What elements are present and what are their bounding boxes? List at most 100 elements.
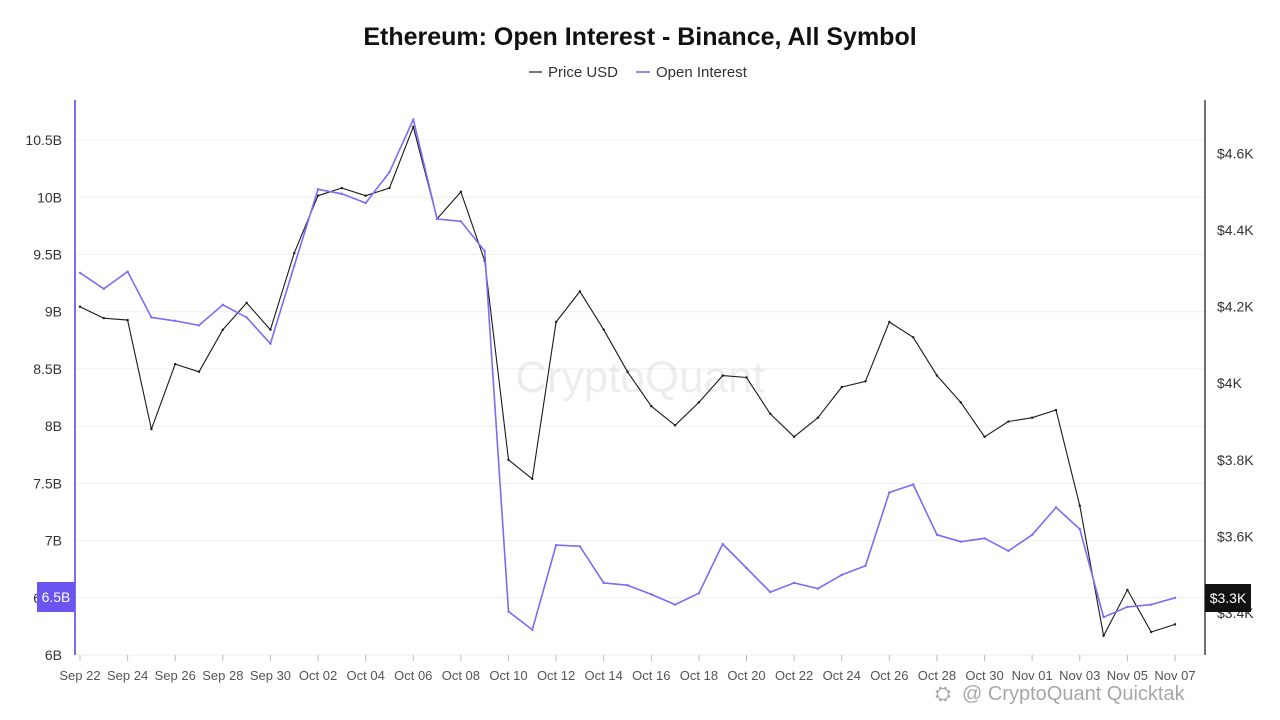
right-tick-label: $3.8K <box>1217 452 1254 468</box>
x-tick-label: Oct 02 <box>299 668 337 683</box>
data-point-open-interest <box>221 303 225 307</box>
data-point-open-interest <box>364 201 367 205</box>
data-point-price-usd <box>888 320 891 324</box>
x-tick-label: Oct 04 <box>347 668 385 683</box>
left-tick-label: 10B <box>37 189 62 205</box>
data-point-price-usd <box>174 362 177 366</box>
data-point-price-usd <box>245 301 248 305</box>
data-point-open-interest <box>316 188 320 191</box>
x-tick-label: Oct 24 <box>823 668 861 683</box>
data-point-open-interest <box>673 603 677 606</box>
data-point-open-interest <box>531 628 534 632</box>
data-point-price-usd <box>602 328 605 331</box>
left-value-badge: 6.5B <box>37 582 75 612</box>
data-point-open-interest <box>1149 603 1153 606</box>
data-point-price-usd <box>150 427 153 431</box>
data-point-open-interest <box>412 118 415 121</box>
data-point-open-interest <box>578 545 582 548</box>
x-tick-label: Sep 28 <box>202 668 243 683</box>
data-point-open-interest <box>1102 616 1105 619</box>
left-tick-label: 9.5B <box>33 246 62 262</box>
left-tick-label: 10.5B <box>25 132 62 148</box>
data-point-open-interest <box>721 542 724 546</box>
data-point-open-interest <box>1054 506 1058 509</box>
data-point-price-usd <box>1173 623 1177 626</box>
x-tick-label: Oct 08 <box>442 668 480 683</box>
right-axis-ticks: $4.6K$4.4K$4.2K$4K$3.8K$3.6K$3.4K <box>1217 146 1254 621</box>
data-point-price-usd <box>745 376 748 379</box>
data-point-open-interest <box>174 319 177 323</box>
x-tick-label: Oct 30 <box>965 668 1003 683</box>
right-tick-label: $4.2K <box>1217 299 1254 315</box>
data-point-open-interest <box>1126 605 1129 609</box>
data-point-price-usd <box>935 374 939 377</box>
x-tick-label: Oct 16 <box>632 668 670 683</box>
data-point-price-usd <box>816 416 820 419</box>
data-point-open-interest <box>197 324 201 327</box>
x-tick-label: Oct 14 <box>585 668 623 683</box>
data-point-open-interest <box>340 192 344 196</box>
x-tick-label: Nov 05 <box>1107 668 1148 683</box>
right-tick-label: $3.6K <box>1217 528 1254 544</box>
left-badge-text: 6.5B <box>42 589 71 605</box>
data-point-price-usd <box>340 186 344 190</box>
left-tick-label: 8B <box>45 418 62 434</box>
data-point-price-usd <box>459 190 463 194</box>
data-point-price-usd <box>197 370 201 373</box>
data-point-open-interest <box>864 564 867 567</box>
data-point-open-interest <box>1078 527 1081 531</box>
data-point-price-usd <box>1078 504 1081 507</box>
data-point-open-interest <box>650 593 653 596</box>
data-point-price-usd <box>864 380 867 383</box>
x-tick-label: Oct 22 <box>775 668 813 683</box>
data-point-open-interest <box>983 537 986 540</box>
left-tick-label: 9B <box>45 304 62 320</box>
x-tick-label: Oct 10 <box>489 668 527 683</box>
data-point-price-usd <box>126 318 129 322</box>
watermark: CryptoQuant <box>515 353 764 402</box>
x-tick-label: Nov 01 <box>1012 668 1053 683</box>
x-tick-label: Sep 24 <box>107 668 148 683</box>
data-point-price-usd <box>721 374 724 377</box>
data-point-open-interest <box>554 543 558 547</box>
data-point-price-usd <box>983 435 986 439</box>
data-point-price-usd <box>578 290 582 293</box>
data-point-price-usd <box>269 328 272 331</box>
data-point-open-interest <box>293 264 296 268</box>
data-point-price-usd <box>1102 634 1105 638</box>
data-point-open-interest <box>126 270 129 273</box>
data-point-open-interest <box>626 583 629 587</box>
data-point-open-interest <box>745 566 748 570</box>
data-point-open-interest <box>388 170 391 174</box>
series-layer <box>78 118 1177 638</box>
data-point-open-interest <box>769 590 772 594</box>
data-point-open-interest <box>959 540 962 543</box>
data-point-open-interest <box>1030 533 1034 537</box>
data-point-price-usd <box>78 305 82 308</box>
x-tick-label: Sep 26 <box>155 668 196 683</box>
x-tick-label: Nov 07 <box>1154 668 1195 683</box>
right-badge-box <box>1205 584 1251 612</box>
data-point-price-usd <box>554 320 558 324</box>
data-point-open-interest <box>507 610 510 613</box>
data-point-open-interest <box>792 581 796 585</box>
data-point-open-interest <box>483 249 486 253</box>
data-point-open-interest <box>459 220 463 223</box>
data-point-open-interest <box>911 483 915 486</box>
x-tick-label: Oct 20 <box>727 668 765 683</box>
x-tick-label: Sep 30 <box>250 668 291 683</box>
left-tick-label: 7.5B <box>33 475 62 491</box>
data-point-price-usd <box>1126 588 1129 592</box>
footer-logo-icon: ⛭ <box>935 683 951 705</box>
data-point-price-usd <box>507 458 510 461</box>
data-point-price-usd <box>388 186 391 190</box>
x-tick-label: Oct 26 <box>870 668 908 683</box>
data-point-price-usd <box>1149 630 1153 634</box>
data-point-open-interest <box>269 342 272 345</box>
data-point-open-interest <box>245 316 248 319</box>
x-tick-label: Oct 28 <box>918 668 956 683</box>
left-tick-label: 7B <box>45 533 62 549</box>
data-point-price-usd <box>673 424 677 427</box>
data-point-price-usd <box>412 125 415 128</box>
